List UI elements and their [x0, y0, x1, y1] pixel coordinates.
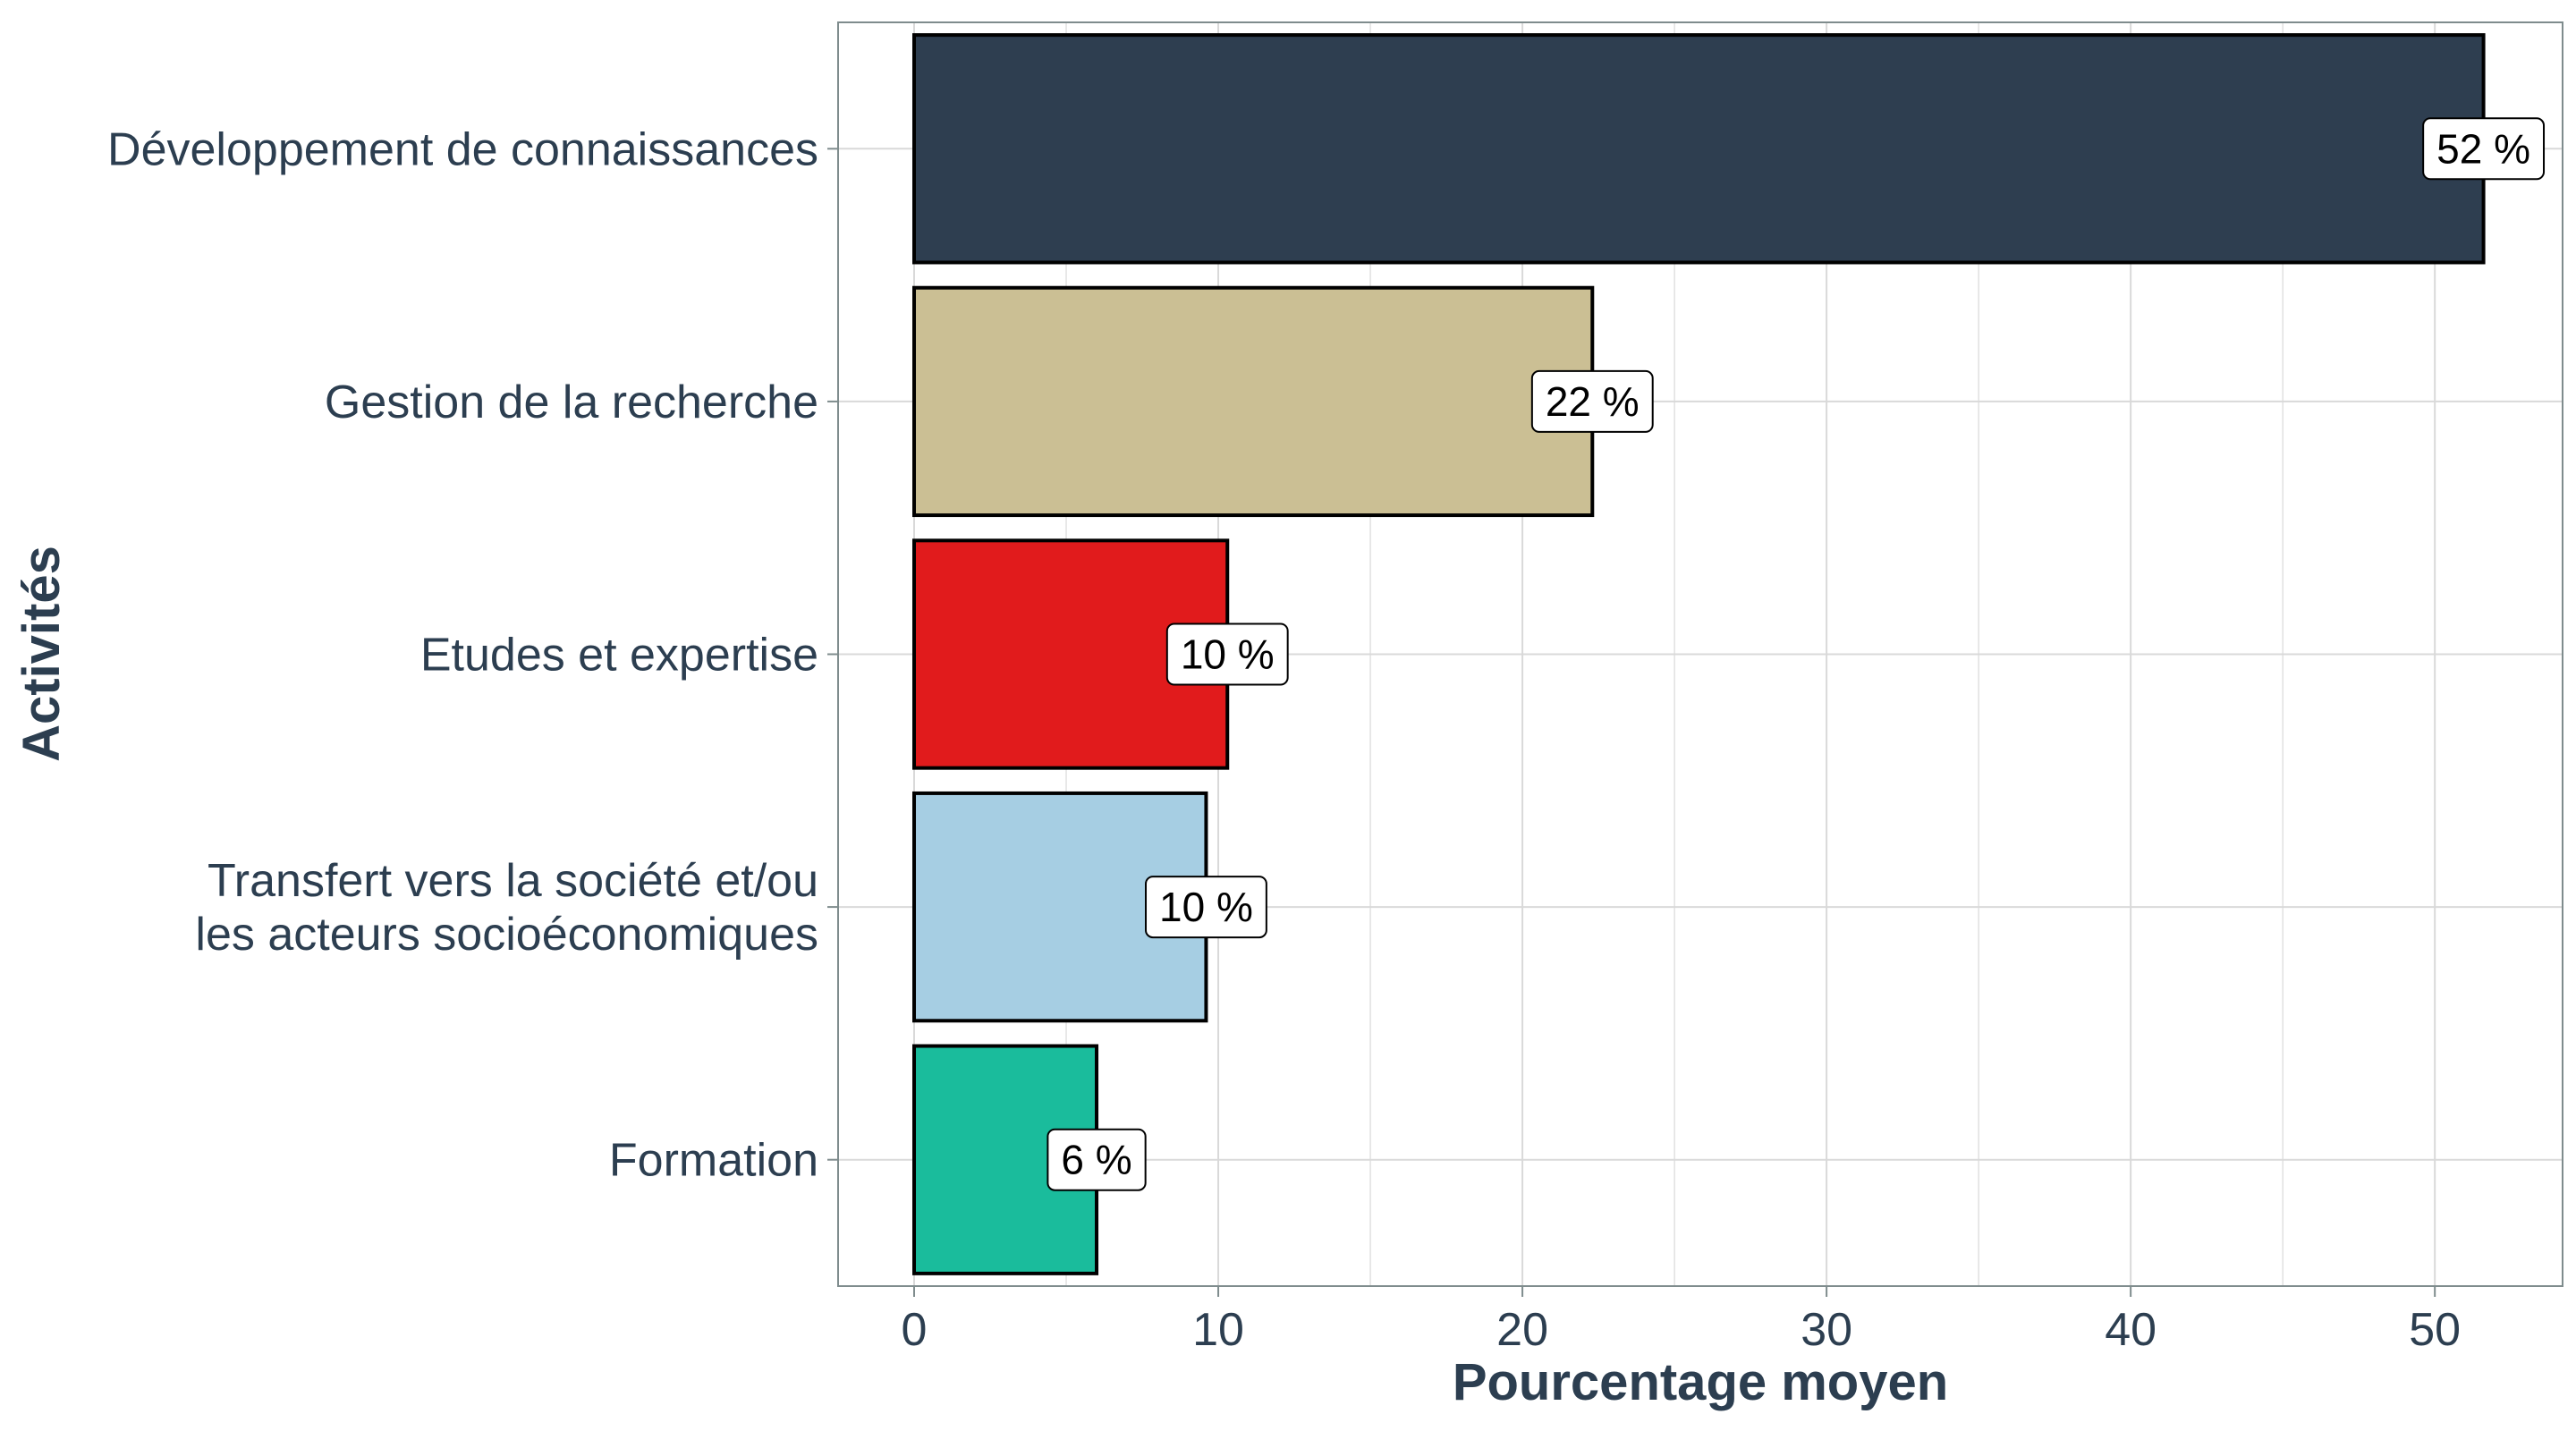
data-label-text: 10 %	[1159, 884, 1253, 930]
data-label-box	[2422, 117, 2546, 181]
x-axis-title: Pourcentage moyen	[1453, 1353, 1948, 1411]
y-tick-label-line: Transfert vers la société et/ou	[208, 855, 818, 907]
bars	[912, 33, 2486, 1275]
y-tick-label-line: Formation	[609, 1135, 818, 1187]
y-tick-label: Développement de connaissances	[107, 123, 818, 175]
bar	[912, 33, 2486, 265]
data-label-text: 22 %	[1546, 378, 1640, 425]
data-label-box	[1165, 622, 1289, 686]
x-tick-label: 40	[2105, 1304, 2157, 1356]
y-axis-title: Activités	[13, 546, 71, 762]
bar	[912, 285, 1595, 518]
data-label: 52 %	[2422, 117, 2546, 181]
y-tick-label: Transfert vers la société et/ou les acteu…	[195, 855, 818, 961]
x-tick-label: 0	[902, 1304, 928, 1356]
x-tick-label: 30	[1801, 1304, 1852, 1356]
y-tick-label-line: Etudes et expertise	[420, 630, 818, 682]
y-tick-label-line: Développement de connaissances	[107, 123, 818, 175]
data-label-box	[1530, 369, 1654, 433]
data-label-text: 10 %	[1181, 631, 1275, 678]
data-label: 6 %	[1046, 1128, 1147, 1191]
x-tick-label: 50	[2409, 1304, 2461, 1356]
y-tick-label: Formation	[609, 1135, 818, 1187]
y-tick-label-line: les acteurs socioéconomiques	[195, 909, 818, 961]
x-tick-label: 10	[1192, 1304, 1244, 1356]
y-tick-label: Etudes et expertise	[420, 630, 818, 682]
x-tick-label: 20	[1496, 1304, 1548, 1356]
x-axis-ticks: 0 10 20 30 40 50	[902, 1286, 2461, 1356]
y-tick-label: Gestion de la recherche	[325, 377, 818, 428]
data-label-box	[1145, 876, 1267, 939]
data-label-text: 6 %	[1061, 1137, 1131, 1183]
data-label-box	[1046, 1128, 1147, 1191]
data-label: 10 %	[1145, 876, 1267, 939]
data-label: 10 %	[1165, 622, 1289, 686]
data-labels: 52 % 22 % 10 % 10 % 6 %	[1046, 117, 2546, 1191]
y-axis-ticks: Développement de connaissances Gestion de…	[107, 123, 838, 1187]
y-tick-label-line: Gestion de la recherche	[325, 377, 818, 428]
data-label: 22 %	[1530, 369, 1654, 433]
data-label-text: 52 %	[2436, 125, 2530, 172]
